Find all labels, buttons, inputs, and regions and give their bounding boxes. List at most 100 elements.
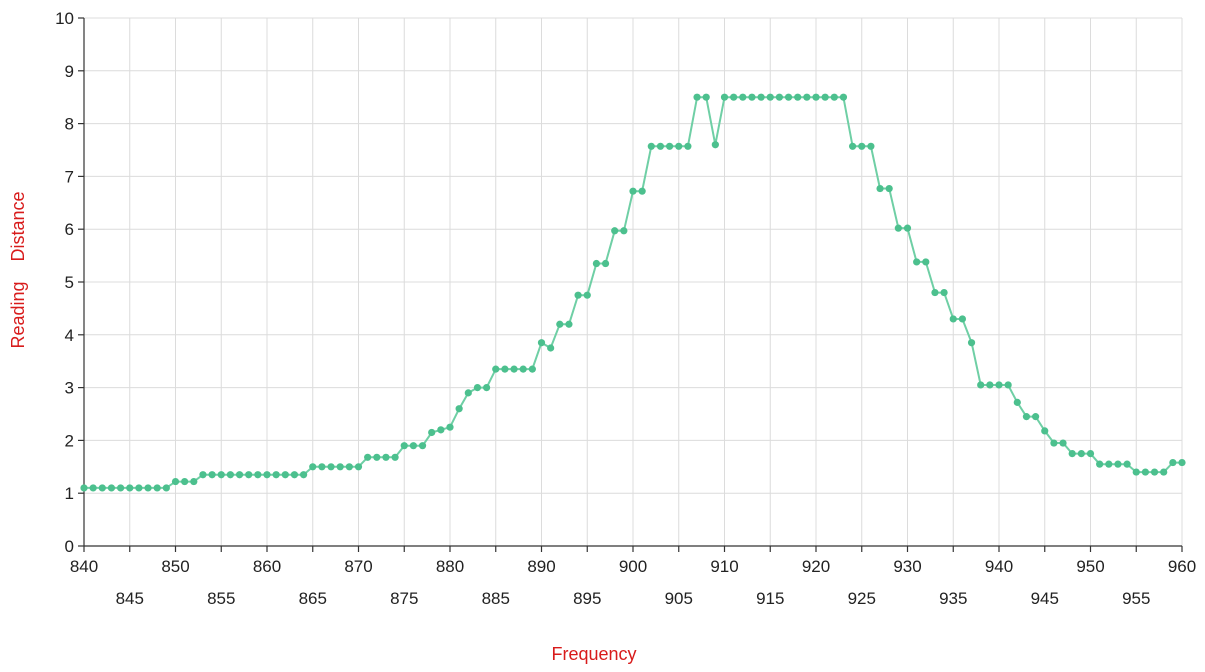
data-point	[1059, 439, 1067, 447]
x-tick-label: 895	[573, 589, 601, 608]
data-point	[235, 471, 244, 479]
data-point	[254, 471, 262, 479]
data-point	[858, 142, 866, 150]
data-point	[263, 471, 271, 479]
y-tick-label: 6	[65, 220, 74, 239]
data-point	[931, 288, 939, 297]
data-point	[601, 259, 610, 268]
data-point	[803, 93, 811, 101]
data-point	[437, 426, 445, 434]
data-point	[345, 463, 353, 471]
data-point	[537, 339, 546, 347]
data-point	[949, 315, 957, 323]
data-point	[977, 381, 985, 389]
data-point	[592, 259, 601, 268]
data-point	[839, 93, 848, 101]
data-point	[583, 291, 591, 299]
data-point	[720, 93, 729, 101]
data-point	[181, 477, 189, 486]
data-point	[245, 471, 253, 479]
data-point	[98, 484, 106, 492]
data-point	[1169, 458, 1177, 467]
y-tick-label: 3	[65, 379, 74, 398]
x-tick-label: 880	[436, 557, 464, 576]
data-point	[89, 484, 97, 492]
data-point	[153, 484, 161, 492]
data-point	[675, 142, 683, 150]
data-point	[336, 463, 344, 471]
data-point	[199, 471, 207, 479]
x-tick-label: 870	[344, 557, 372, 576]
data-point	[1114, 460, 1122, 468]
y-tick-label: 4	[65, 326, 74, 345]
data-point	[702, 93, 710, 101]
x-tick-label: 900	[619, 557, 647, 576]
x-tick-label: 875	[390, 589, 418, 608]
y-tick-label: 1	[65, 484, 74, 503]
data-point	[739, 93, 747, 101]
y-tick-label: 0	[65, 537, 74, 556]
data-point	[400, 442, 408, 450]
x-tick-labels: 840 850 860 870 880 890 900 910 920 930 940 950 960 8…	[70, 557, 1196, 608]
y-tick-label: 9	[65, 62, 74, 81]
data-point	[1013, 398, 1021, 406]
data-point	[830, 93, 838, 101]
data-point	[446, 423, 454, 431]
data-point	[1004, 381, 1012, 389]
data-point	[894, 224, 902, 232]
data-point	[171, 477, 180, 486]
data-point	[693, 93, 701, 101]
data-point	[885, 184, 893, 193]
data-point	[281, 471, 289, 479]
data-point	[162, 484, 170, 492]
y-tick-label: 8	[65, 115, 74, 134]
data-point	[684, 142, 692, 150]
data-point	[1150, 468, 1159, 476]
data-point	[849, 142, 857, 150]
x-tick-label: 840	[70, 557, 98, 576]
data-point	[748, 93, 756, 101]
x-tick-label: 920	[802, 557, 830, 576]
data-point	[903, 224, 912, 232]
data-point	[117, 484, 125, 492]
x-tick-label: 910	[710, 557, 738, 576]
data-point	[556, 320, 564, 328]
data-point	[958, 315, 967, 323]
y-tick-label: 7	[65, 167, 74, 186]
data-point	[913, 258, 921, 266]
data-point	[812, 93, 820, 101]
data-point	[510, 365, 518, 373]
data-point	[455, 405, 463, 413]
data-point	[373, 453, 381, 461]
data-point	[519, 365, 527, 373]
data-point	[766, 93, 774, 101]
x-axis-title: Frequency	[551, 644, 636, 664]
data-point	[547, 344, 555, 352]
data-point	[876, 184, 884, 193]
data-point	[620, 227, 628, 235]
data-point	[757, 93, 765, 101]
data-point	[1160, 468, 1168, 476]
data-point	[1141, 468, 1149, 476]
data-point	[428, 428, 436, 437]
data-point	[1132, 468, 1140, 476]
data-point	[272, 471, 280, 479]
data-point	[208, 471, 216, 479]
data-point	[940, 288, 948, 297]
data-point	[821, 93, 829, 101]
data-point	[867, 142, 875, 150]
data-point	[775, 93, 784, 101]
data-point	[986, 381, 994, 389]
data-point	[318, 463, 326, 471]
data-point	[290, 471, 299, 479]
data-point	[995, 381, 1003, 389]
data-point	[418, 442, 427, 450]
data-point	[656, 142, 665, 150]
data-point	[565, 320, 573, 328]
data-point	[354, 463, 363, 471]
x-tick-label: 905	[665, 589, 693, 608]
data-point	[1086, 450, 1095, 458]
data-point	[226, 471, 234, 479]
data-point	[190, 477, 198, 486]
